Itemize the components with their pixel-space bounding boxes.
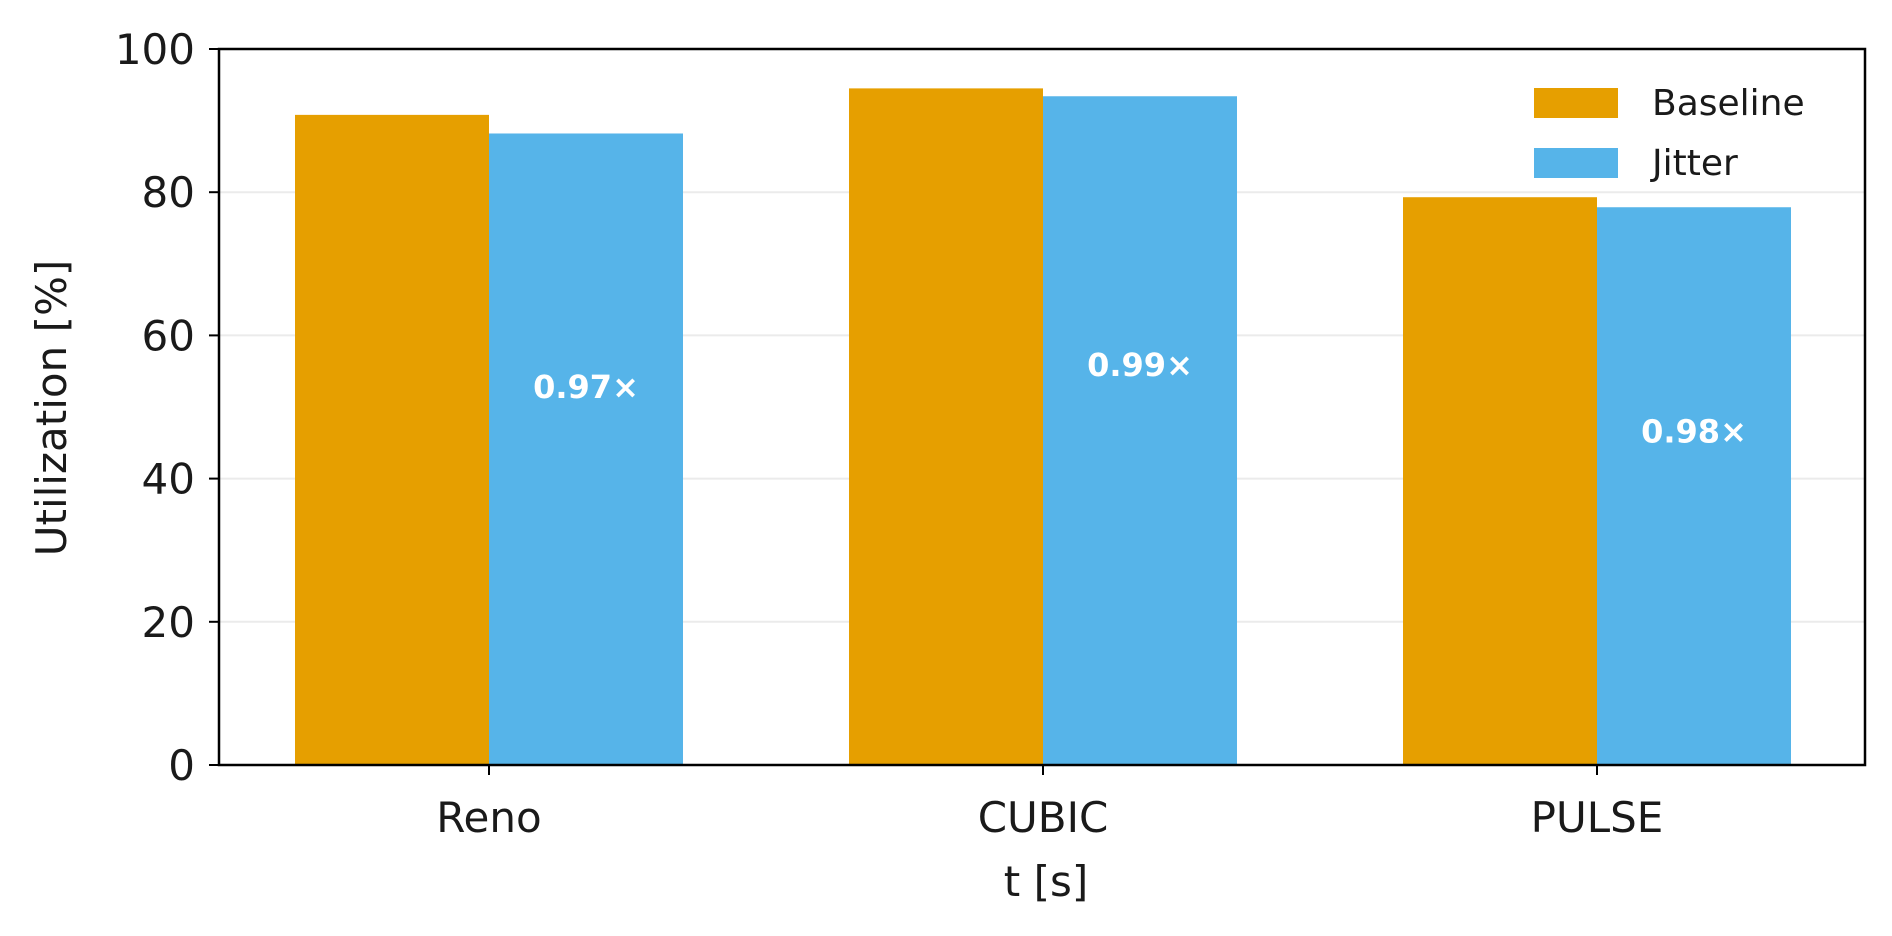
legend-label-jitter: Jitter [1650,143,1738,184]
x-tick-label-pulse: PULSE [1531,793,1664,842]
x-tick-label-reno: Reno [436,793,541,842]
bar-jitter-pulse [1597,207,1791,766]
y-tick-label-80: 80 [142,168,195,217]
y-tick-label-40: 40 [142,455,195,504]
x-axis-label: t [s] [1004,857,1088,906]
y-tick-label-60: 60 [142,311,195,360]
bar-baseline-cubic [849,88,1043,765]
x-tick-label-cubic: CUBIC [978,793,1109,842]
legend-swatch-baseline [1534,88,1618,118]
y-axis-label: Utilization [%] [27,260,76,556]
ratio-annotation-cubic: 0.99× [1087,346,1193,384]
axes: Reno CUBIC PULSE 0 20 40 60 80 100 [115,25,1867,842]
legend-label-baseline: Baseline [1652,83,1805,124]
y-tick-label-20: 20 [142,598,195,647]
bar-jitter-cubic [1043,96,1237,766]
bar-baseline-pulse [1403,197,1597,765]
ratio-annotations: 0.97× 0.99× 0.98× [533,346,1747,451]
ratio-annotation-pulse: 0.98× [1641,412,1747,450]
y-tick-label-0: 0 [168,741,195,790]
bars [295,88,1791,766]
bar-baseline-reno [295,114,489,765]
plot-frame [217,47,1867,767]
ratio-annotation-reno: 0.97× [533,368,639,406]
bar-jitter-reno [489,133,683,765]
y-tick-label-100: 100 [115,25,195,74]
legend: Baseline Jitter [1534,83,1805,184]
legend-swatch-jitter [1534,148,1618,178]
